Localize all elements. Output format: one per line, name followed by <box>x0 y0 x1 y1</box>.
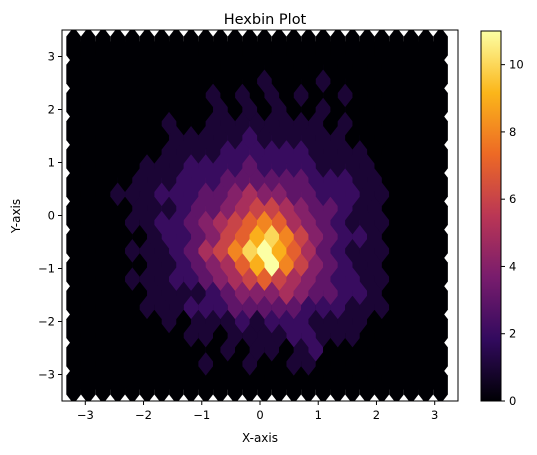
hexbin-layer <box>66 30 448 401</box>
hexbin-cell <box>139 30 155 65</box>
x-tick-label: 1 <box>315 408 322 422</box>
hexbin-cell <box>286 30 302 65</box>
hexbin-cell <box>271 30 287 65</box>
hexbin-cell <box>80 30 96 65</box>
hexbin-cell <box>227 30 243 65</box>
y-tick-label: 0 <box>48 209 55 223</box>
x-tick-label: 2 <box>373 408 380 422</box>
y-tick-label: 1 <box>48 156 55 170</box>
hexbin-cell <box>403 30 419 65</box>
y-tick-label: −1 <box>38 262 55 276</box>
hexbin-cell <box>374 30 390 65</box>
y-tick-label: −2 <box>38 315 55 329</box>
colorbar-tick-label: 8 <box>509 125 516 139</box>
y-tick-label: 3 <box>48 50 55 64</box>
hexbin-cell <box>359 30 375 65</box>
hexbin-cell <box>330 30 346 65</box>
hexbin-cell <box>345 30 360 65</box>
hexbin-cell <box>418 30 434 65</box>
x-tick-label: 3 <box>431 408 438 422</box>
colorbar-tick-label: 10 <box>509 58 524 72</box>
hexbin-cell <box>213 30 228 65</box>
y-tick-label: −3 <box>38 368 55 382</box>
colorbar-ticks: 0 2 4 6 8 10 <box>501 58 524 408</box>
x-tick-label: −1 <box>193 408 210 422</box>
colorbar-tick-label: 0 <box>509 394 516 408</box>
hexbin-cell <box>66 30 81 65</box>
y-tick-label: 2 <box>48 103 55 117</box>
hexbin-cell <box>110 30 126 65</box>
x-tick-label: −2 <box>135 408 152 422</box>
y-axis: −3 −2 −1 0 1 2 3 <box>38 50 62 382</box>
hexbin-cell <box>242 30 258 65</box>
x-tick-label: 0 <box>256 408 263 422</box>
colorbar: 0 2 4 6 8 10 <box>480 30 524 408</box>
x-tick-label: −3 <box>77 408 94 422</box>
hexbin-cell <box>433 30 448 65</box>
hexbin-cell <box>95 30 111 65</box>
hexbin-cell <box>183 30 199 65</box>
x-axis-label: X-axis <box>242 431 278 445</box>
colorbar-tick-label: 4 <box>509 259 516 273</box>
hexbin-cell <box>257 30 272 65</box>
hexbin-cell <box>389 30 404 65</box>
hexbin-cell <box>315 30 331 65</box>
hexbin-cell <box>301 30 316 65</box>
x-axis: −3 −2 −1 0 1 2 3 <box>77 401 438 422</box>
hexbin-cell <box>154 30 170 65</box>
chart-title: Hexbin Plot <box>224 12 307 28</box>
hexbin-cell <box>198 30 214 65</box>
y-axis-label: Y-axis <box>9 199 23 234</box>
hexbin-cell <box>125 30 140 65</box>
colorbar-tick-label: 2 <box>509 327 516 341</box>
colorbar-tick-label: 6 <box>509 192 516 206</box>
hexbin-cell <box>169 30 184 65</box>
colorbar-gradient <box>480 30 502 402</box>
